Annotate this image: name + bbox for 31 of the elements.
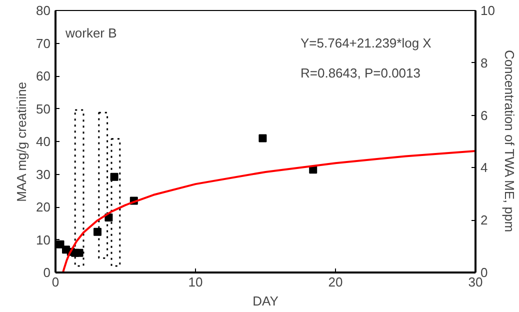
y2-tick-label: 6	[480, 108, 488, 123]
point	[56, 240, 64, 248]
y2-tick-label: 2	[480, 212, 488, 228]
y-tick-label: 70	[36, 36, 51, 51]
annotation: R=0.8643, P=0.0013	[300, 66, 420, 80]
y-tick-label: 0	[43, 265, 51, 280]
y-tick-label: 30	[36, 166, 51, 182]
y-tick-label: 20	[36, 200, 51, 214]
line-series	[62, 150, 476, 272]
y2-tick-label: 0	[480, 265, 488, 280]
y2-tick-label: 10	[480, 3, 495, 18]
y2-tick-label: 4	[480, 160, 488, 176]
y-tick-label: 50	[36, 101, 51, 116]
x-tick-label: 30	[468, 274, 483, 290]
bar	[74, 109, 84, 267]
point	[75, 248, 84, 257]
annotation: Y=5.764+21.239*log X	[300, 36, 432, 50]
y-axis-title: MAA mg/g creatinine	[14, 82, 30, 202]
y2-axis-title: Concentration of TWA ME, ppm	[502, 50, 517, 232]
y2-tick-label: 8	[480, 55, 488, 70]
y-tick-label: 60	[36, 68, 51, 84]
point	[94, 228, 102, 236]
y-tick-label: 10	[36, 232, 51, 248]
y-tick-label: 80	[36, 3, 51, 18]
x-tick-label: 10	[188, 274, 203, 290]
y-tick-label: 40	[36, 134, 51, 149]
annotation: worker B	[64, 26, 117, 40]
point	[110, 172, 118, 181]
x-axis-title: DAY	[252, 294, 279, 308]
x-tick-label: 20	[328, 274, 343, 290]
point	[258, 134, 267, 142]
